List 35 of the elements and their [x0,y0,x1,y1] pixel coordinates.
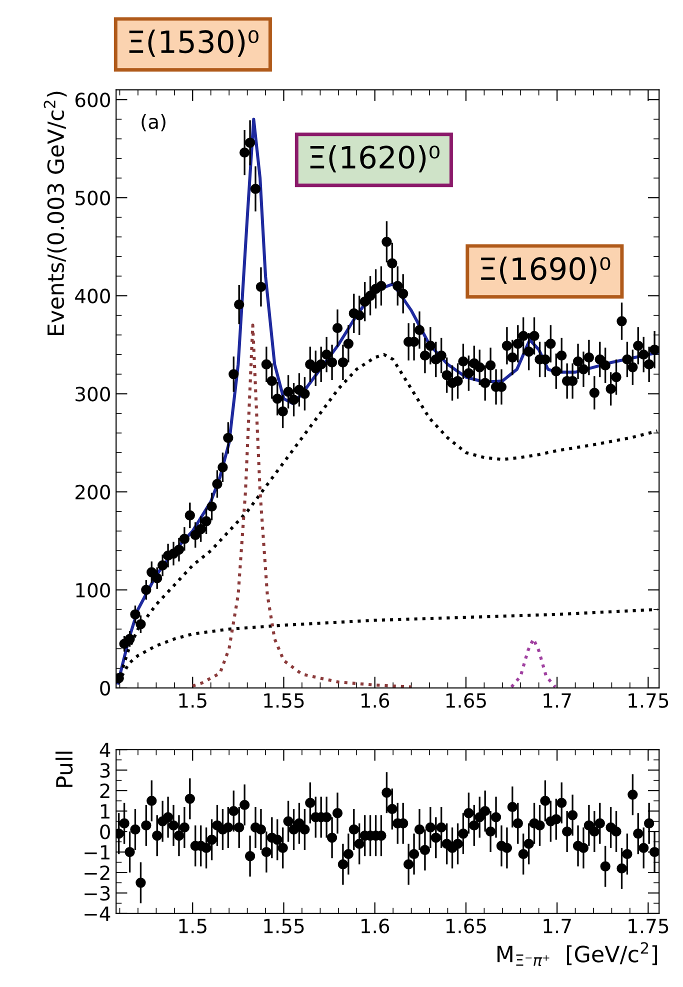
y-tick-label: 0 [100,680,110,696]
x-tick-label: 1.7 [544,693,571,708]
text: Ξ(1530)⁰ [129,30,258,57]
x-tick-label: 1.55 [264,918,304,934]
y-tick-label: −2 [84,865,110,880]
x-tick-label: 1.75 [628,693,668,708]
y-tick-label: 3 [100,763,110,778]
x-tick-label: 1.5 [179,693,206,708]
x-tick-label: 1.65 [446,693,486,708]
x-tick-label: 1.65 [446,918,486,934]
y-axis-title: Events/(0.003 GeV/c$^{2}$) [44,92,67,335]
x-tick-label: 1.6 [362,693,390,708]
y-tick-label: 300 [76,386,110,402]
y-tick-label: 4 [100,742,110,758]
y-tick-label: 200 [76,484,110,500]
y-tick-label: 1 [101,804,110,818]
annotation: Ξ(1690)⁰ [481,256,610,284]
x-axis-title: M$_{Ξ⁻π⁺}$ [GeV/c$^{2}$] [498,942,657,966]
y-tick-label: 0 [100,824,110,840]
y-tick-label: 600 [75,92,110,108]
annotation: Ξ(1620)⁰ [310,145,440,172]
x-tick-label: 1.6 [362,918,390,934]
y-tick-label: −4 [84,906,110,921]
y-tick-label: 400 [75,288,110,304]
y-tick-label: −3 [84,886,110,901]
y-tick-label: 2 [100,784,110,798]
x-tick-label: 1.5 [179,918,206,934]
y-tick-label: 500 [76,190,110,206]
x-tick-label: 1.75 [628,918,668,934]
y-axis-title: Pull [56,752,73,787]
y-tick-label: 100 [76,582,110,598]
x-tick-label: 1.7 [544,918,571,934]
x-tick-label: 1.55 [264,693,304,708]
annotation: (a) [142,114,166,132]
y-tick-label: −1 [84,845,110,860]
